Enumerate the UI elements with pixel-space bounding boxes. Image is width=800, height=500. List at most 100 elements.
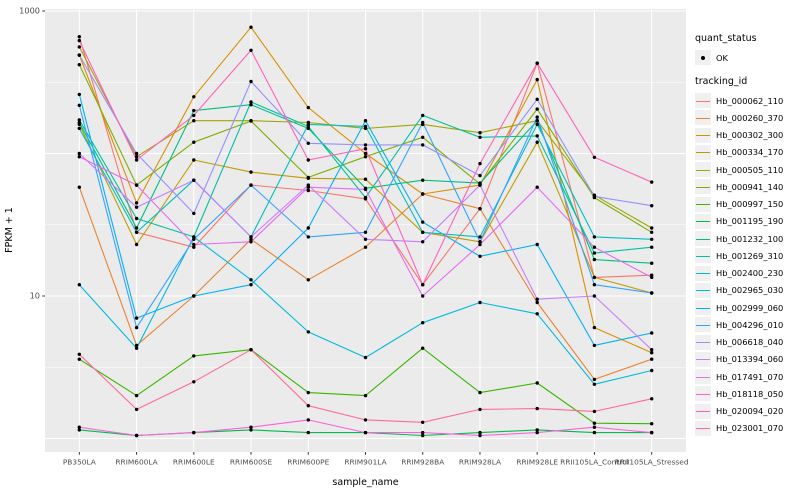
data-point-Hb_002999_060	[134, 316, 139, 320]
data-point-Hb_000334_170	[192, 158, 196, 162]
x-tick-label: RRIM600PE	[287, 458, 329, 467]
data-point-Hb_002400_230	[535, 122, 539, 127]
data-point-Hb_017491_070	[134, 183, 139, 187]
legend-panel: quant_status OK tracking_id Hb_000062_11…	[694, 0, 800, 500]
data-point-Hb_004296_010	[77, 103, 82, 108]
legend-item-Hb_001195_190: Hb_001195_190	[695, 213, 783, 230]
data-point-Hb_001232_100	[77, 120, 82, 125]
data-point-Hb_023001_070	[306, 404, 310, 408]
data-point-Hb_000302_300	[421, 192, 425, 196]
legend-item-label: Hb_004296_010	[716, 319, 784, 330]
x-tick-label: RRIM600LA	[115, 458, 157, 467]
data-point-Hb_020094_020	[592, 155, 597, 159]
legend-item-label: Hb_000997_150	[716, 199, 784, 210]
data-point-Hb_020094_020	[77, 38, 82, 43]
data-point-Hb_000062_110	[77, 35, 82, 39]
data-point-Hb_000941_140	[77, 62, 82, 67]
legend-line-swatch	[696, 359, 710, 361]
data-point-Hb_013394_060	[535, 297, 539, 301]
data-point-Hb_013394_060	[478, 183, 482, 187]
data-point-Hb_006618_040	[192, 211, 196, 216]
legend-item-Hb_000334_170: Hb_000334_170	[695, 144, 783, 161]
legend-line-swatch	[696, 204, 710, 206]
legend-line-swatch	[696, 255, 710, 257]
legend-line-swatch	[696, 376, 710, 378]
x-tick-label: RRIM928LA	[459, 458, 501, 467]
legend-key-box	[695, 386, 711, 402]
data-point-Hb_002965_030	[134, 346, 139, 350]
legend-item-label: Hb_001232_100	[716, 233, 784, 244]
legend-item-label: Hb_000302_300	[716, 130, 784, 141]
data-point-Hb_001232_100	[249, 103, 253, 107]
x-tick-label: RRIM928BA	[401, 458, 444, 467]
data-point-Hb_002999_060	[192, 294, 196, 298]
data-point-Hb_001232_100	[134, 226, 139, 230]
data-point-Hb_018118_050	[535, 430, 539, 435]
legend-item-Hb_001269_310: Hb_001269_310	[695, 247, 783, 264]
legend-item-label: Hb_001195_190	[716, 216, 784, 227]
data-point-Hb_023001_070	[592, 409, 597, 414]
legend-item-Hb_000941_140: Hb_000941_140	[695, 178, 783, 195]
data-point-Hb_000997_150	[77, 357, 82, 361]
data-point-Hb_001195_190	[535, 428, 539, 432]
data-point-Hb_000941_140	[421, 135, 425, 139]
data-point-Hb_000062_110	[306, 188, 310, 193]
data-point-Hb_006618_040	[592, 194, 597, 199]
legend-item-label: Hb_000062_110	[716, 95, 784, 106]
legend-key-box	[695, 334, 711, 350]
data-point-Hb_000302_300	[249, 25, 253, 29]
data-point-Hb_006618_040	[249, 79, 253, 84]
data-point-Hb_020094_020	[363, 147, 368, 151]
data-point-Hb_023001_070	[192, 380, 196, 384]
legend-line-swatch	[696, 152, 710, 154]
legend-title-tracking-id: tracking_id	[695, 76, 748, 87]
legend-line-swatch	[696, 273, 710, 275]
data-point-Hb_006618_040	[535, 97, 539, 102]
legend-key-box	[695, 50, 711, 65]
data-point-Hb_000941_140	[249, 119, 253, 123]
legend-item-Hb_000997_150: Hb_000997_150	[695, 196, 783, 213]
data-point-Hb_004296_010	[421, 120, 425, 125]
data-point-Hb_002965_030	[478, 300, 482, 305]
legend-key-box	[695, 93, 711, 108]
legend-key-box	[695, 420, 711, 436]
legend-item-Hb_006618_040: Hb_006618_040	[695, 334, 783, 351]
legend-key-box	[695, 317, 711, 333]
data-point-Hb_001269_310	[363, 195, 368, 200]
data-point-Hb_001269_310	[134, 216, 139, 221]
data-point-Hb_017491_070	[77, 155, 82, 159]
x-tick-label: RRIM901LA	[344, 458, 386, 467]
data-point-Hb_002400_230	[77, 126, 82, 131]
data-point-Hb_001269_310	[77, 118, 82, 122]
legend-key-box	[695, 248, 711, 264]
data-point-Hb_013394_060	[421, 240, 425, 244]
data-point-Hb_001232_100	[650, 261, 654, 265]
data-point-Hb_002999_060	[421, 220, 425, 224]
data-point-Hb_002400_230	[592, 235, 597, 239]
data-point-Hb_002999_060	[77, 92, 82, 97]
legend-key-box	[695, 162, 711, 178]
data-point-Hb_002965_030	[77, 283, 82, 287]
data-point-Hb_000260_370	[249, 237, 253, 241]
legend-item-Hb_013394_060: Hb_013394_060	[695, 351, 783, 368]
point-symbol-icon	[701, 55, 705, 60]
legend-item-Hb_002400_230: Hb_002400_230	[695, 265, 783, 282]
data-point-Hb_000997_150	[478, 390, 482, 395]
data-point-Hb_002999_060	[306, 226, 310, 230]
legend-line-swatch	[696, 186, 710, 188]
legend-line-swatch	[696, 342, 710, 344]
data-point-Hb_006618_040	[77, 53, 82, 57]
data-point-Hb_001269_310	[249, 100, 253, 104]
x-tick-label: PB350LA	[63, 458, 96, 467]
legend-line-swatch	[696, 324, 710, 326]
legend-line-swatch	[696, 135, 710, 137]
data-point-Hb_002965_030	[535, 312, 539, 316]
data-point-Hb_000334_170	[363, 177, 368, 181]
data-point-Hb_013394_060	[249, 235, 253, 239]
data-point-Hb_023001_070	[363, 418, 368, 422]
data-point-Hb_017491_070	[363, 187, 368, 192]
data-point-Hb_013394_060	[363, 237, 368, 241]
data-point-Hb_000260_370	[535, 300, 539, 305]
